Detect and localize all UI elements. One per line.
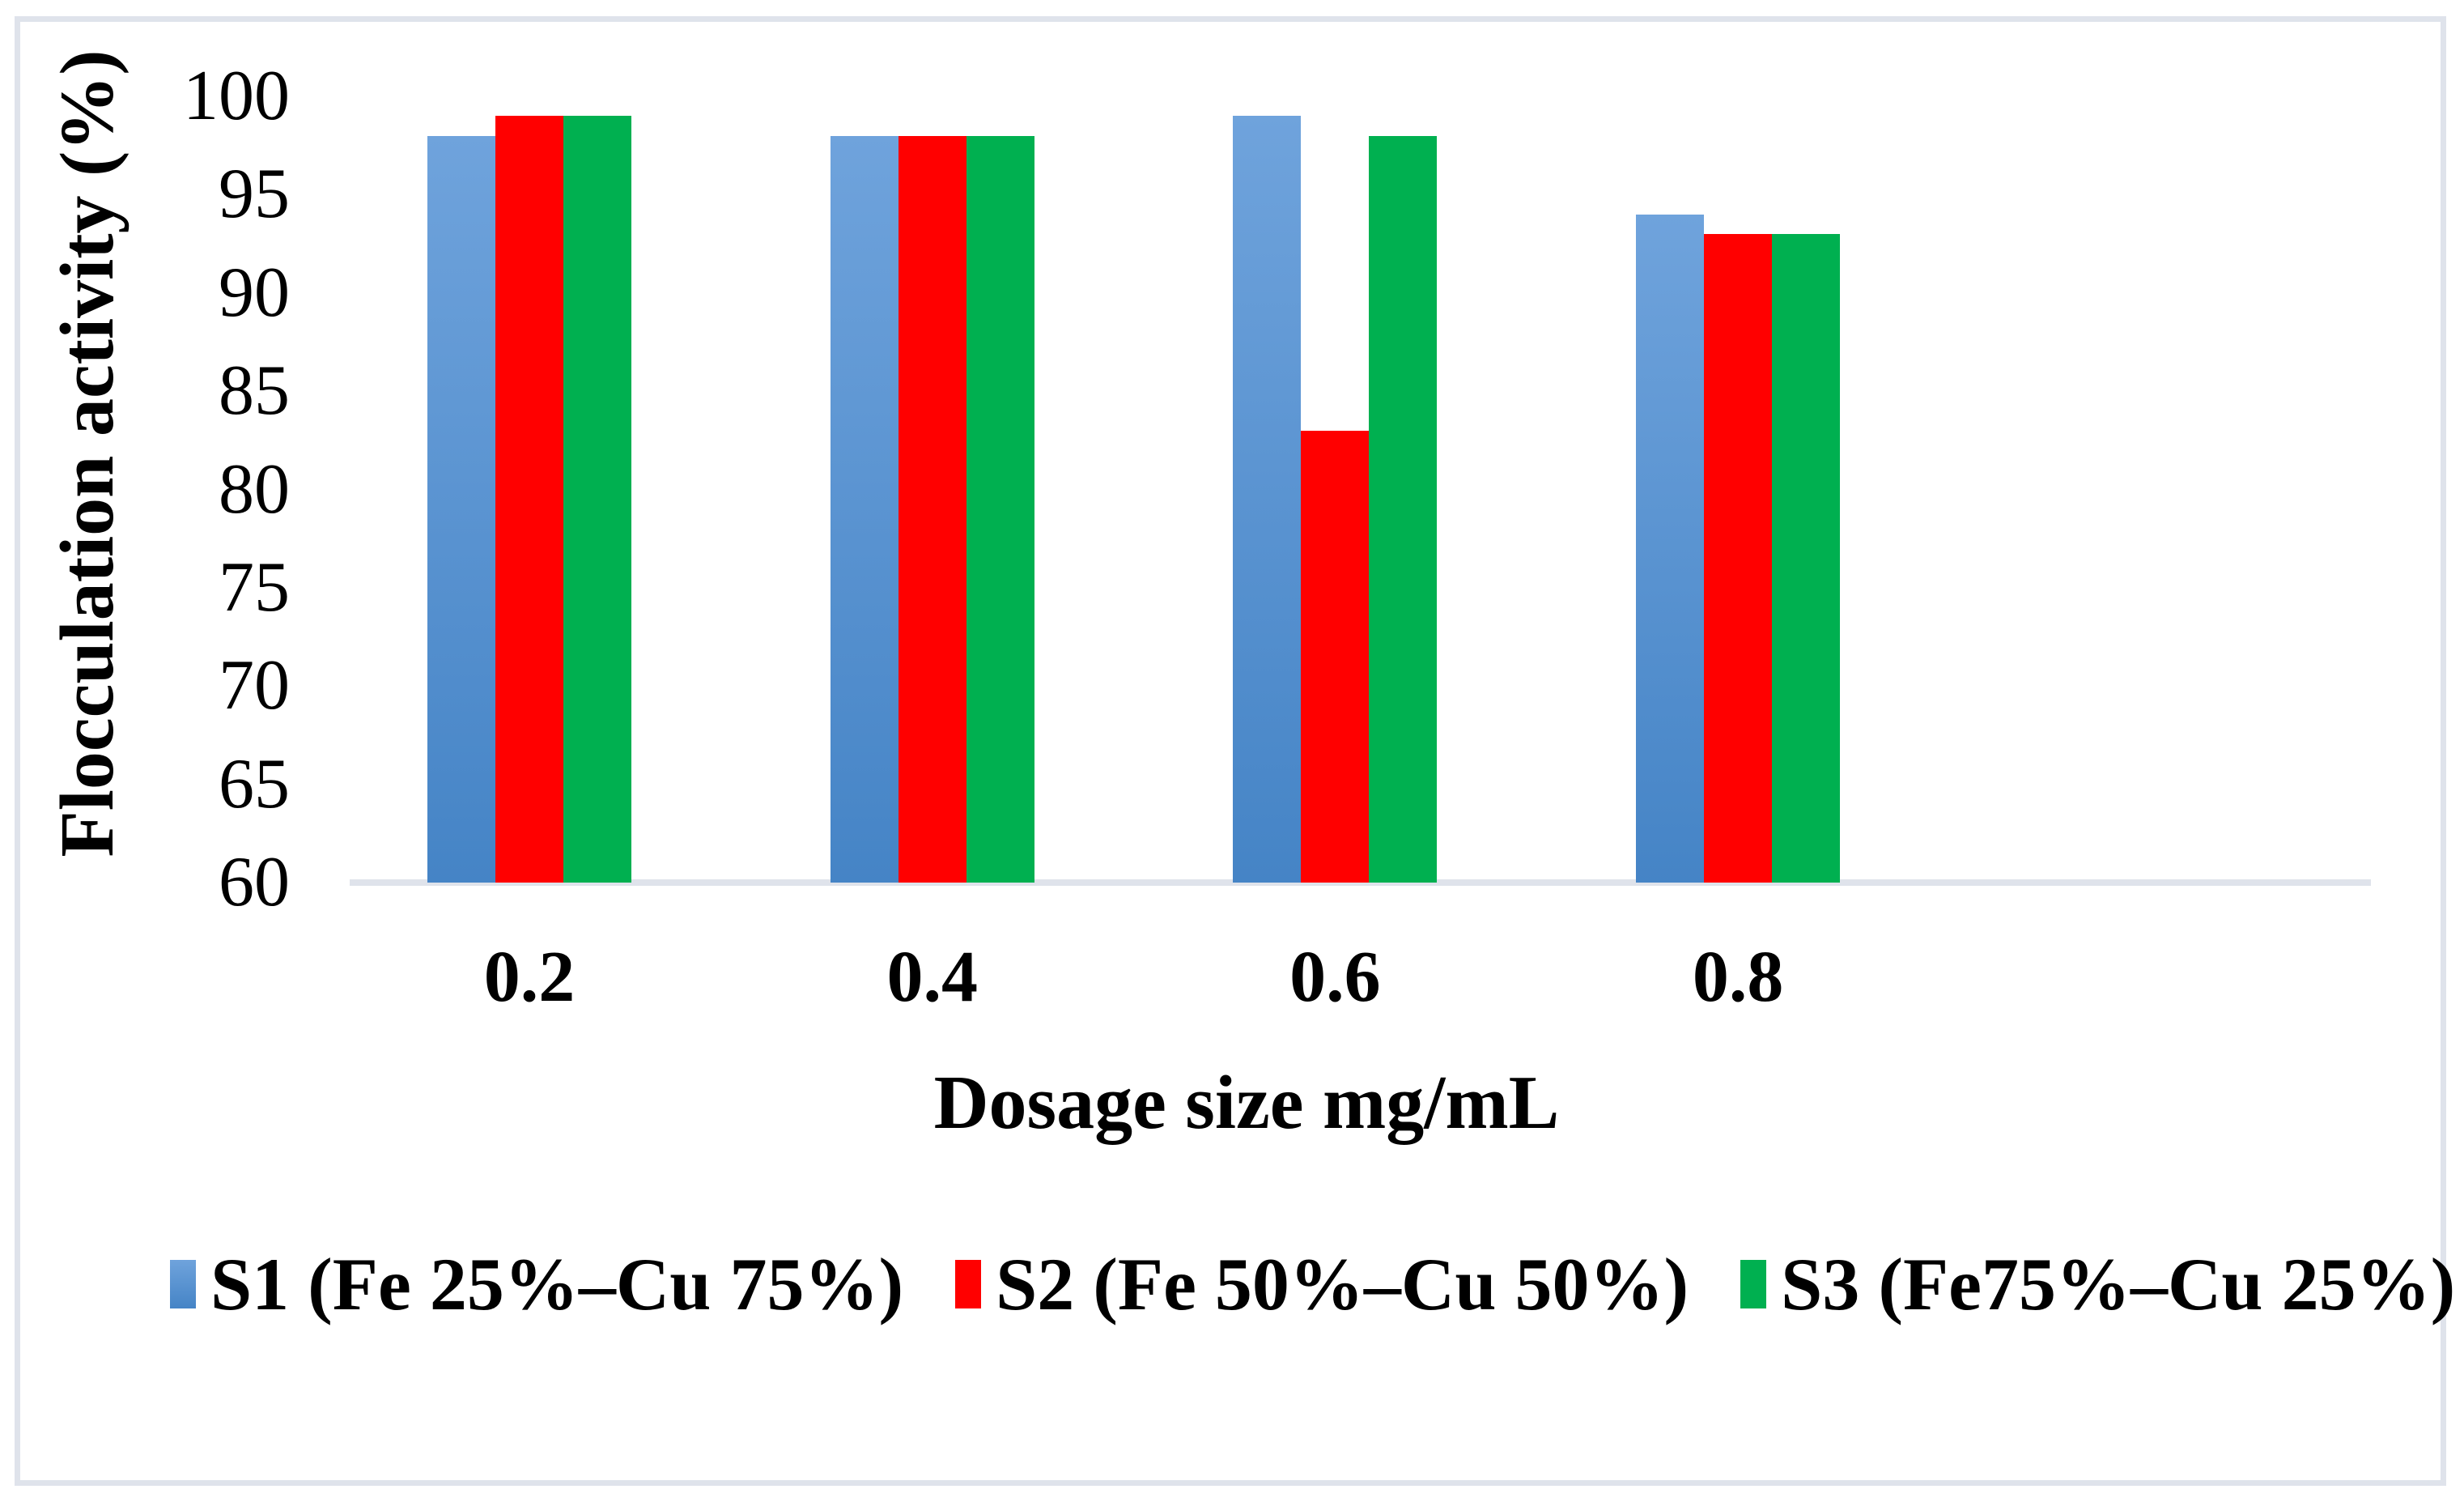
y-tick-label: 80 <box>219 449 290 529</box>
x-axis-title: Dosage size mg/mL <box>933 1061 1560 1145</box>
legend-item-s3: S3 (Fe75%–Cu 25%) <box>1740 1247 2455 1321</box>
bar-s3-cat-0.2 <box>563 116 631 883</box>
legend-item-s2: S2 (Fe 50%–Cu 50%) <box>955 1247 1689 1321</box>
x-tick-label: 0.8 <box>1692 937 1784 1017</box>
y-tick-label: 65 <box>219 744 290 823</box>
legend-label: S1 (Fe 25%–Cu 75%) <box>210 1243 904 1325</box>
legend-swatch-icon <box>1740 1260 1767 1308</box>
bar-s1-cat-0.8 <box>1636 214 1705 883</box>
legend-swatch-icon <box>955 1260 982 1308</box>
legend-label: S3 (Fe75%–Cu 25%) <box>1781 1243 2456 1325</box>
y-tick-label: 85 <box>219 351 290 431</box>
legend-label: S2 (Fe 50%–Cu 50%) <box>996 1243 1689 1325</box>
bar-s2-cat-0.2 <box>495 116 563 883</box>
bar-s3-cat-0.6 <box>1369 135 1438 883</box>
y-tick-label: 100 <box>183 57 290 135</box>
y-tick-label: 95 <box>219 155 290 234</box>
y-tick-label: 90 <box>219 253 290 332</box>
x-tick-label: 0.2 <box>483 937 576 1017</box>
bar-s2-cat-0.4 <box>898 135 966 883</box>
bar-s2-cat-0.8 <box>1704 233 1773 883</box>
legend: S1 (Fe 25%–Cu 75%) S2 (Fe 50%–Cu 50%) S3 (… <box>170 1247 2455 1321</box>
plot-area <box>350 96 2371 886</box>
y-tick-label: 75 <box>219 547 290 627</box>
y-tick-label: 60 <box>219 843 290 921</box>
x-tick-label: 0.6 <box>1289 937 1381 1017</box>
legend-swatch-icon <box>170 1260 196 1308</box>
x-tick-label: 0.4 <box>886 937 978 1017</box>
bar-s2-cat-0.6 <box>1301 430 1370 883</box>
y-tick-label: 70 <box>219 646 290 725</box>
bar-s1-cat-0.6 <box>1233 116 1302 883</box>
legend-item-s1: S1 (Fe 25%–Cu 75%) <box>170 1247 903 1321</box>
bar-s1-cat-0.2 <box>427 135 495 883</box>
x-axis-line <box>350 879 2371 886</box>
bar-s1-cat-0.4 <box>830 135 899 883</box>
bar-s3-cat-0.8 <box>1772 233 1841 883</box>
bar-s3-cat-0.4 <box>966 135 1034 883</box>
y-axis-title: Flocculation activity (%) <box>45 49 130 857</box>
